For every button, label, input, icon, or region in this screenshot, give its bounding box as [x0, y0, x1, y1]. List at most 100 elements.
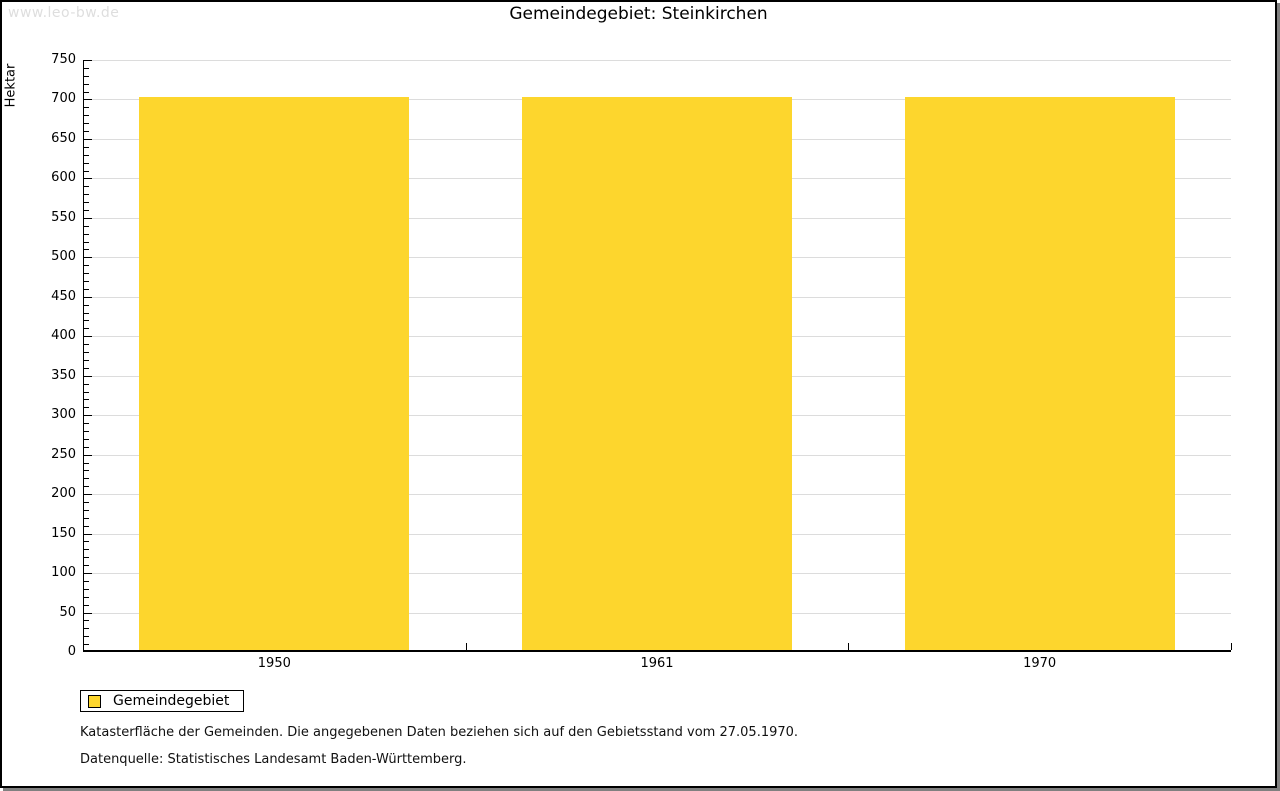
y-tick-label: 50 [59, 604, 76, 620]
y-minor-tick [84, 636, 89, 638]
y-major-tick [84, 573, 92, 575]
y-minor-tick [84, 146, 89, 148]
y-minor-tick [84, 509, 89, 511]
y-minor-tick [84, 628, 89, 630]
y-major-tick [84, 454, 92, 456]
y-major-tick [84, 375, 92, 377]
watermark: www.leo-bw.de [8, 5, 120, 21]
y-minor-tick [84, 115, 89, 117]
x-axis-tick-labels: 1950 1961 1970 [83, 656, 1231, 674]
y-minor-tick [84, 233, 89, 235]
y-minor-tick [84, 438, 89, 440]
y-minor-tick [84, 265, 89, 267]
y-major-tick [84, 99, 92, 101]
y-axis-tick-labels: 0 50 100 150 200 250 300 350 400 450 500 550 600 650 7… [2, 52, 76, 659]
y-minor-tick [84, 241, 89, 243]
x-tick-label: 1950 [257, 656, 291, 671]
y-minor-tick [84, 288, 89, 290]
y-minor-tick [84, 162, 89, 164]
y-minor-tick [84, 320, 89, 322]
x-tick-label: 1961 [640, 656, 674, 671]
y-minor-tick [84, 391, 89, 393]
y-tick-label: 100 [51, 565, 76, 581]
y-minor-tick [84, 91, 89, 93]
bar-1950 [139, 97, 410, 650]
y-minor-tick [84, 194, 89, 196]
y-major-tick [84, 533, 92, 535]
y-tick-label: 700 [51, 91, 76, 107]
legend-swatch-icon [88, 694, 101, 708]
y-major-tick [84, 612, 92, 614]
y-major-tick [84, 257, 92, 259]
y-minor-tick [84, 470, 89, 472]
y-minor-tick [84, 383, 89, 385]
y-minor-tick [84, 620, 89, 622]
bar-1970 [904, 97, 1175, 650]
y-minor-tick [84, 502, 89, 504]
y-minor-tick [84, 249, 89, 251]
x-tick-label: 1970 [1023, 656, 1057, 671]
y-minor-tick [84, 588, 89, 590]
x-boundary-tick [1231, 643, 1232, 650]
y-tick-label: 250 [51, 446, 76, 462]
y-minor-tick [84, 186, 89, 188]
y-minor-tick [84, 328, 89, 330]
y-minor-tick [84, 83, 89, 85]
y-major-tick [84, 138, 92, 140]
y-tick-label: 750 [51, 52, 76, 67]
y-tick-label: 600 [51, 170, 76, 186]
legend: Gemeindegebiet [80, 690, 245, 712]
y-tick-label: 450 [51, 288, 76, 304]
y-tick-label: 400 [51, 328, 76, 344]
y-minor-tick [84, 281, 89, 282]
y-minor-tick [84, 580, 89, 582]
y-major-tick [84, 296, 92, 298]
y-minor-tick [84, 430, 89, 432]
y-tick-label: 300 [51, 407, 76, 423]
y-minor-tick [84, 107, 89, 109]
y-minor-tick [84, 446, 89, 448]
y-minor-tick [84, 604, 89, 606]
y-minor-tick [84, 462, 89, 464]
y-minor-tick [84, 209, 89, 211]
page-shadow-bottom [3, 788, 1280, 791]
y-minor-tick [84, 344, 89, 346]
y-minor-tick [84, 154, 89, 156]
y-minor-tick [84, 75, 89, 77]
chart-title: Gemeindegebiet: Steinkirchen [509, 4, 768, 24]
y-tick-label: 500 [51, 249, 76, 265]
y-major-tick [84, 178, 92, 180]
bar-1961 [522, 97, 792, 650]
legend-label: Gemeindegebiet [113, 693, 230, 709]
y-minor-tick [84, 541, 89, 543]
y-major-tick [84, 217, 92, 219]
gridline [84, 60, 1231, 61]
x-boundary-tick [465, 643, 467, 650]
y-minor-tick [84, 352, 89, 354]
y-minor-tick [84, 407, 89, 409]
y-minor-tick [84, 549, 89, 551]
y-minor-tick [84, 131, 89, 133]
y-tick-label: 0 [67, 644, 76, 659]
x-boundary-tick [848, 643, 850, 650]
y-minor-tick [84, 273, 89, 275]
footnote-source-note: Katasterfläche der Gemeinden. Die angege… [80, 725, 799, 740]
y-minor-tick [84, 367, 89, 369]
page-shadow-right [1277, 3, 1280, 788]
y-tick-label: 650 [51, 130, 76, 146]
y-minor-tick [84, 557, 89, 559]
y-minor-tick [84, 525, 89, 527]
y-minor-tick [84, 478, 89, 480]
y-tick-label: 150 [51, 525, 76, 541]
y-minor-tick [84, 304, 89, 306]
y-major-tick [84, 60, 92, 61]
y-major-tick [84, 336, 92, 338]
y-major-tick [84, 415, 92, 417]
plot-area [83, 60, 1232, 652]
y-minor-tick [84, 644, 89, 646]
y-minor-tick [84, 486, 89, 488]
y-minor-tick [84, 359, 89, 361]
y-tick-label: 200 [51, 486, 76, 502]
